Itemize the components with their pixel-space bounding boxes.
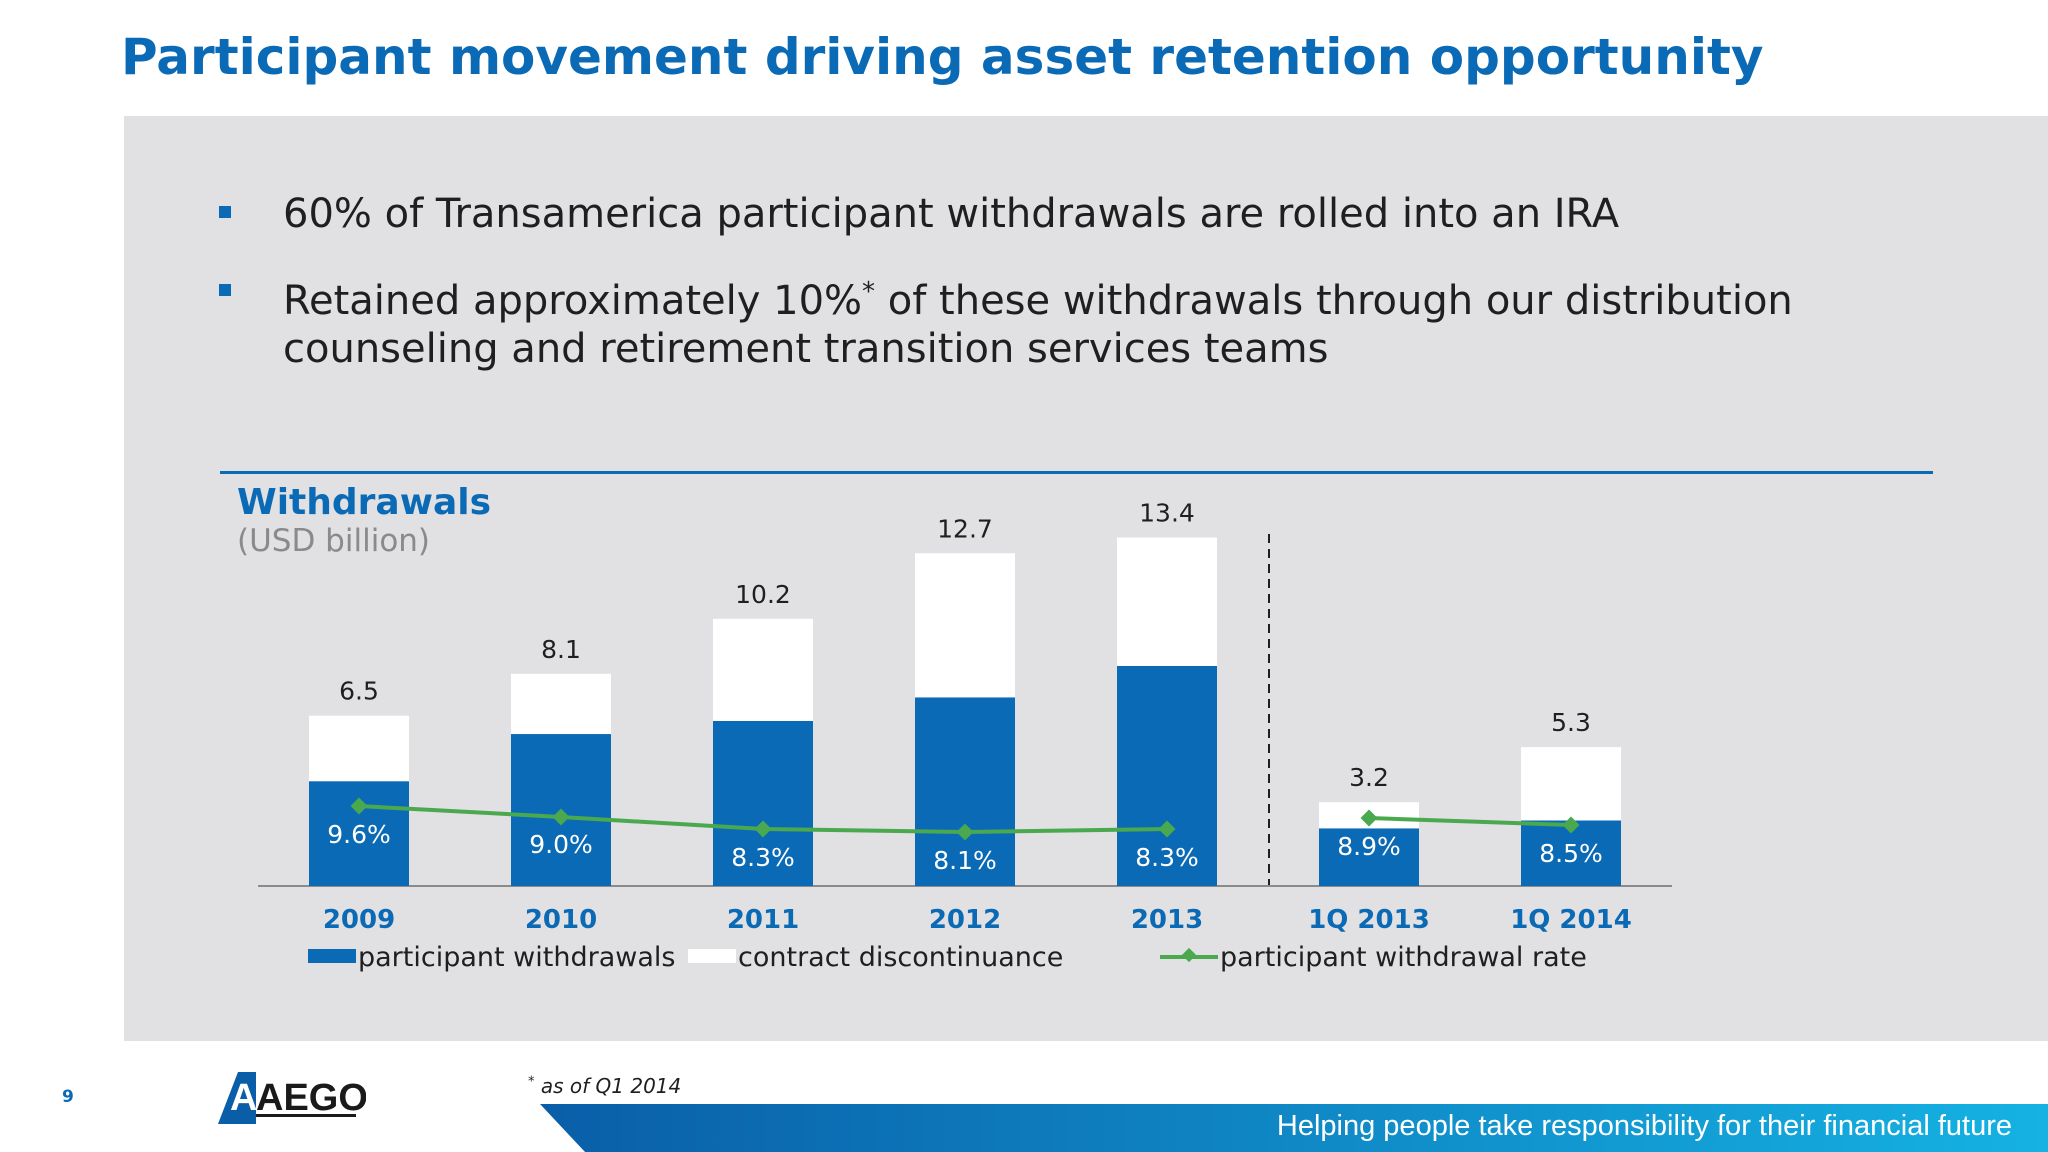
x-tick-label: 2010 [525, 905, 597, 935]
chart-title: Withdrawals [237, 482, 492, 523]
bar-total-label: 5.3 [1551, 708, 1591, 737]
x-tick-label: 2012 [929, 905, 1001, 935]
x-tick-label: 2013 [1131, 905, 1203, 935]
bullet-2-text-a: Retained approximately 10% [283, 278, 863, 324]
chart-subtitle: (USD billion) [237, 523, 431, 559]
footer-tagline: Helping people take responsibility for t… [1276, 1110, 2012, 1142]
logo-text: AEGON [256, 1077, 366, 1119]
chart-top-rule [220, 471, 1933, 474]
bar-contract-discontinuance [309, 715, 409, 782]
legend-line-icon [1160, 947, 1218, 963]
bar-participant-withdrawals [1117, 665, 1217, 886]
legend-label: contract discontinuance [738, 942, 1064, 973]
x-tick-label: 1Q 2013 [1308, 905, 1430, 935]
bullet-2-text-b: of these withdrawals through our distrib… [283, 278, 1793, 372]
rate-point [552, 808, 570, 826]
legend-contract-discontinuance: contract discontinuance [688, 942, 1063, 973]
bar-participant-withdrawals [713, 720, 813, 886]
rate-point [1158, 820, 1176, 838]
legend-participant-withdrawals: participant withdrawals [308, 942, 675, 973]
bullet-2-footnote-marker: * [862, 277, 876, 307]
footnote-text: as of Q1 2014 [540, 1074, 682, 1098]
slide-title: Participant movement driving asset reten… [121, 28, 1764, 86]
bar-total-label: 10.2 [735, 580, 791, 609]
footnote-marker: * [528, 1074, 535, 1090]
bullet-square-icon [219, 206, 231, 218]
bar-total-label: 6.5 [339, 677, 379, 706]
rate-data-label: 9.0% [529, 830, 593, 859]
rate-line [1368, 816, 1572, 827]
bar-contract-discontinuance [713, 618, 813, 721]
rate-data-label: 9.6% [327, 820, 391, 849]
legend-label: participant withdrawal rate [1220, 942, 1587, 973]
rate-point [350, 797, 368, 815]
rate-data-label: 8.3% [1135, 843, 1199, 872]
rate-data-label: 8.5% [1539, 839, 1603, 868]
footnote: * as of Q1 2014 [528, 1074, 681, 1098]
bar-total-label: 3.2 [1349, 763, 1389, 792]
x-tick-label: 2011 [727, 905, 799, 935]
x-tick-label: 1Q 2014 [1510, 905, 1632, 935]
bullet-square-icon [219, 284, 231, 296]
legend-label: participant withdrawals [358, 942, 676, 973]
legend-swatch-blue [308, 949, 356, 963]
bullet-1-text: 60% of Transamerica participant withdraw… [283, 191, 1620, 237]
footer-blue-band [540, 1104, 2048, 1152]
rate-data-label: 8.1% [933, 846, 997, 875]
footer-white-wedge [440, 1041, 585, 1152]
bar-total-label: 13.4 [1139, 499, 1195, 528]
content-panel [124, 116, 2048, 1041]
bar-total-label: 8.1 [541, 635, 581, 664]
rate-point [1360, 809, 1378, 827]
rate-data-label: 8.3% [731, 843, 795, 872]
svg-text:A: A [230, 1077, 257, 1119]
bar-total-label: 12.7 [937, 514, 993, 543]
legend-withdrawal-rate: participant withdrawal rate [1160, 942, 1587, 973]
rate-data-label: 8.9% [1337, 832, 1401, 861]
bullet-2: Retained approximately 10%* of these wit… [219, 268, 1883, 373]
bar-contract-discontinuance [511, 673, 611, 735]
rate-point [754, 820, 772, 838]
rate-point [1562, 816, 1580, 834]
bar-contract-discontinuance [915, 553, 1015, 698]
aegon-logo-icon: A AEGON [218, 1072, 395, 1124]
bar-participant-withdrawals [915, 697, 1015, 886]
aegon-logo: A AEGON [216, 1066, 395, 1130]
legend-swatch-white [688, 949, 736, 963]
bar-contract-discontinuance [1521, 747, 1621, 821]
page-number: 9 [62, 1087, 74, 1107]
x-tick-label: 2009 [323, 905, 395, 935]
rate-point [956, 823, 974, 841]
bar-participant-withdrawals [1319, 828, 1419, 886]
bar-contract-discontinuance [1117, 537, 1217, 666]
bullet-1: 60% of Transamerica participant withdraw… [219, 190, 1620, 238]
